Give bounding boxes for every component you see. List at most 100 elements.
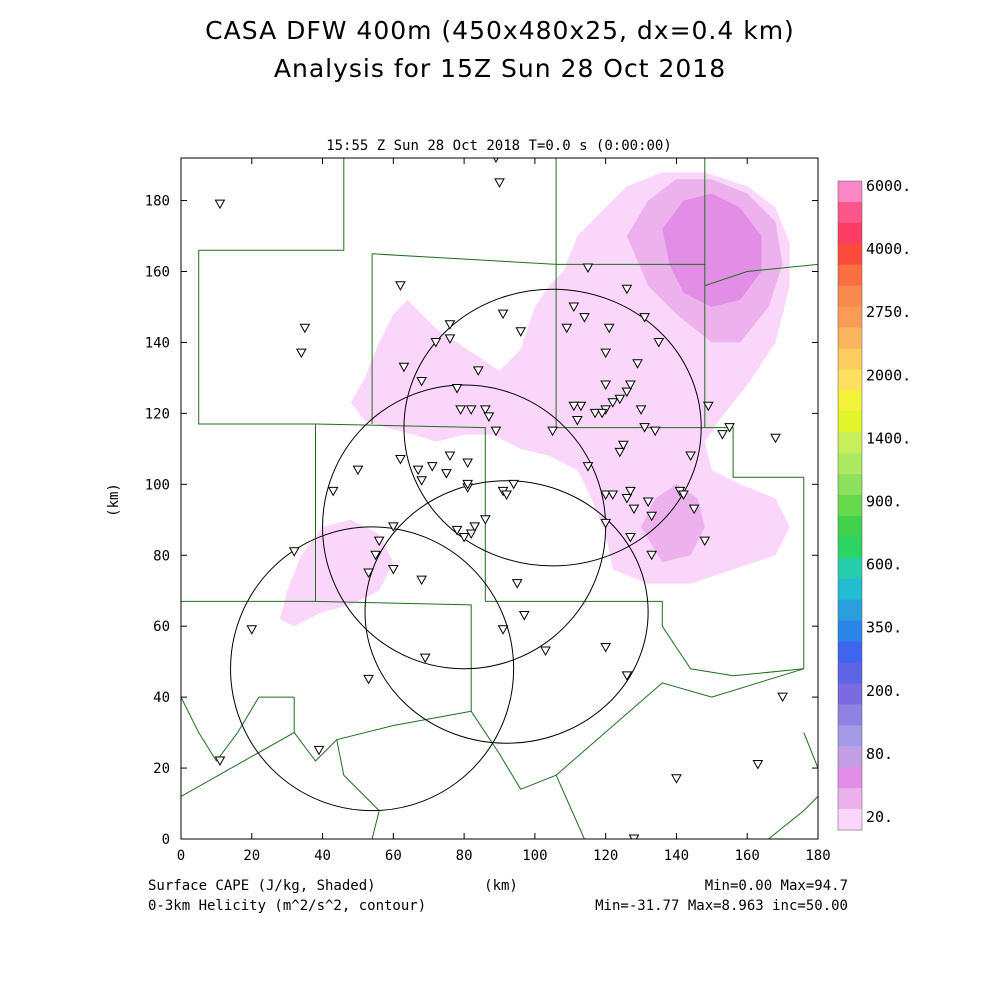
station-marker bbox=[596, 408, 608, 419]
y-tick-label: 120 bbox=[145, 406, 170, 422]
colorbar-swatch bbox=[838, 474, 862, 496]
colorbar-frame bbox=[837, 180, 863, 831]
station-marker bbox=[370, 550, 381, 561]
station-marker bbox=[603, 323, 615, 334]
station-marker bbox=[582, 462, 594, 472]
y-tick-label: 80 bbox=[153, 548, 170, 564]
station-marker bbox=[430, 337, 442, 348]
helicity-contours bbox=[230, 288, 702, 812]
station-marker bbox=[589, 408, 601, 419]
county-line bbox=[198, 158, 345, 251]
colorbar-swatch bbox=[838, 515, 862, 538]
station-marker bbox=[575, 401, 587, 412]
y-tick-label: 60 bbox=[153, 619, 170, 635]
station-marker bbox=[497, 309, 509, 320]
station-marker bbox=[600, 490, 612, 500]
colorbar-swatch bbox=[838, 243, 862, 266]
station-marker bbox=[518, 611, 530, 621]
station-marker bbox=[632, 359, 643, 369]
colorbar-swatch bbox=[838, 599, 862, 622]
station-marker bbox=[568, 302, 580, 312]
colorbar: 6000. 4000. 2750. 2000. 1400. 900. 600. 350. 200… bbox=[837, 177, 911, 831]
station-marker bbox=[451, 525, 463, 536]
station-marker bbox=[214, 756, 226, 766]
county-line bbox=[768, 796, 818, 839]
station-marker bbox=[540, 646, 551, 657]
colorbar-label: 200. bbox=[866, 682, 902, 700]
colorbar-swatch bbox=[838, 327, 862, 349]
y-tick-label: 0 bbox=[162, 832, 170, 848]
station-marker bbox=[607, 490, 619, 500]
station-marker bbox=[455, 405, 466, 415]
colorbar-swatch bbox=[838, 767, 862, 789]
station-marker bbox=[621, 671, 633, 681]
station-marker bbox=[621, 387, 633, 398]
station-marker bbox=[295, 348, 307, 359]
colorbar-label: 80. bbox=[866, 745, 893, 763]
station-marker bbox=[465, 405, 477, 415]
colorbar-label: 600. bbox=[866, 556, 902, 574]
county-line bbox=[198, 250, 316, 425]
station-marker bbox=[568, 401, 580, 412]
x-tick-label: 140 bbox=[664, 848, 689, 864]
helicity-contour-0 bbox=[403, 288, 702, 567]
colorbar-label: 4000. bbox=[866, 240, 911, 258]
station-marker bbox=[493, 158, 499, 164]
station-marker bbox=[717, 430, 728, 440]
x-tick-label: 100 bbox=[522, 848, 547, 864]
station-marker bbox=[444, 451, 456, 461]
cape-shading bbox=[280, 172, 790, 627]
county-line bbox=[372, 158, 557, 265]
colorbar-swatch bbox=[838, 809, 862, 831]
station-marker bbox=[462, 479, 474, 490]
colorbar-label: 2000. bbox=[866, 366, 911, 384]
station-marker bbox=[490, 426, 502, 437]
colorbar-label: 2750. bbox=[866, 303, 911, 321]
colorbar-swatch bbox=[838, 390, 862, 412]
county-line bbox=[704, 263, 818, 287]
station-marker bbox=[646, 550, 658, 561]
colorbar-swatch bbox=[838, 201, 862, 224]
station-marker bbox=[387, 522, 399, 532]
x-tick-label: 160 bbox=[735, 848, 760, 864]
station-marker bbox=[426, 462, 438, 472]
station-marker bbox=[313, 745, 325, 756]
colorbar-swatch bbox=[838, 725, 862, 747]
station-marker bbox=[614, 394, 626, 405]
plot-frame bbox=[180, 157, 819, 840]
station-marker bbox=[419, 653, 431, 664]
colorbar-swatch bbox=[838, 683, 862, 705]
station-marker bbox=[646, 511, 658, 522]
station-marker bbox=[416, 575, 427, 586]
y-tick-label: 100 bbox=[145, 477, 170, 493]
y-tick-label: 40 bbox=[153, 690, 170, 706]
y-tick-label: 140 bbox=[145, 335, 170, 351]
station-marker bbox=[469, 522, 481, 532]
colorbar-swatch bbox=[838, 495, 862, 517]
station-marker bbox=[387, 564, 399, 575]
station-marker bbox=[416, 476, 427, 486]
y-axis: 0 20 40 60 80 100 120 140 160 180 bbox=[145, 194, 818, 848]
colorbar-swatch bbox=[838, 557, 862, 580]
station-marker bbox=[635, 405, 647, 415]
station-marker bbox=[501, 490, 512, 500]
station-marker bbox=[214, 199, 226, 210]
station-marker bbox=[479, 405, 491, 415]
station-marker bbox=[515, 327, 527, 337]
colorbar-label: 1400. bbox=[866, 429, 911, 447]
colorbar-swatch bbox=[838, 453, 862, 475]
station-marker bbox=[777, 692, 788, 703]
station-marker bbox=[497, 625, 509, 635]
station-marker bbox=[451, 384, 463, 394]
station-marker bbox=[621, 494, 633, 504]
station-marker bbox=[465, 529, 477, 539]
shaded-field-stats: Min=0.00 Max=94.7 bbox=[705, 878, 848, 894]
station-marker bbox=[770, 433, 781, 444]
station-marker bbox=[702, 401, 714, 412]
chart-title-line2: Analysis for 15Z Sun 28 Oct 2018 bbox=[273, 54, 727, 83]
station-marker bbox=[462, 458, 474, 469]
station-marker bbox=[547, 426, 558, 437]
station-marker bbox=[653, 337, 665, 348]
station-marker bbox=[508, 479, 520, 490]
